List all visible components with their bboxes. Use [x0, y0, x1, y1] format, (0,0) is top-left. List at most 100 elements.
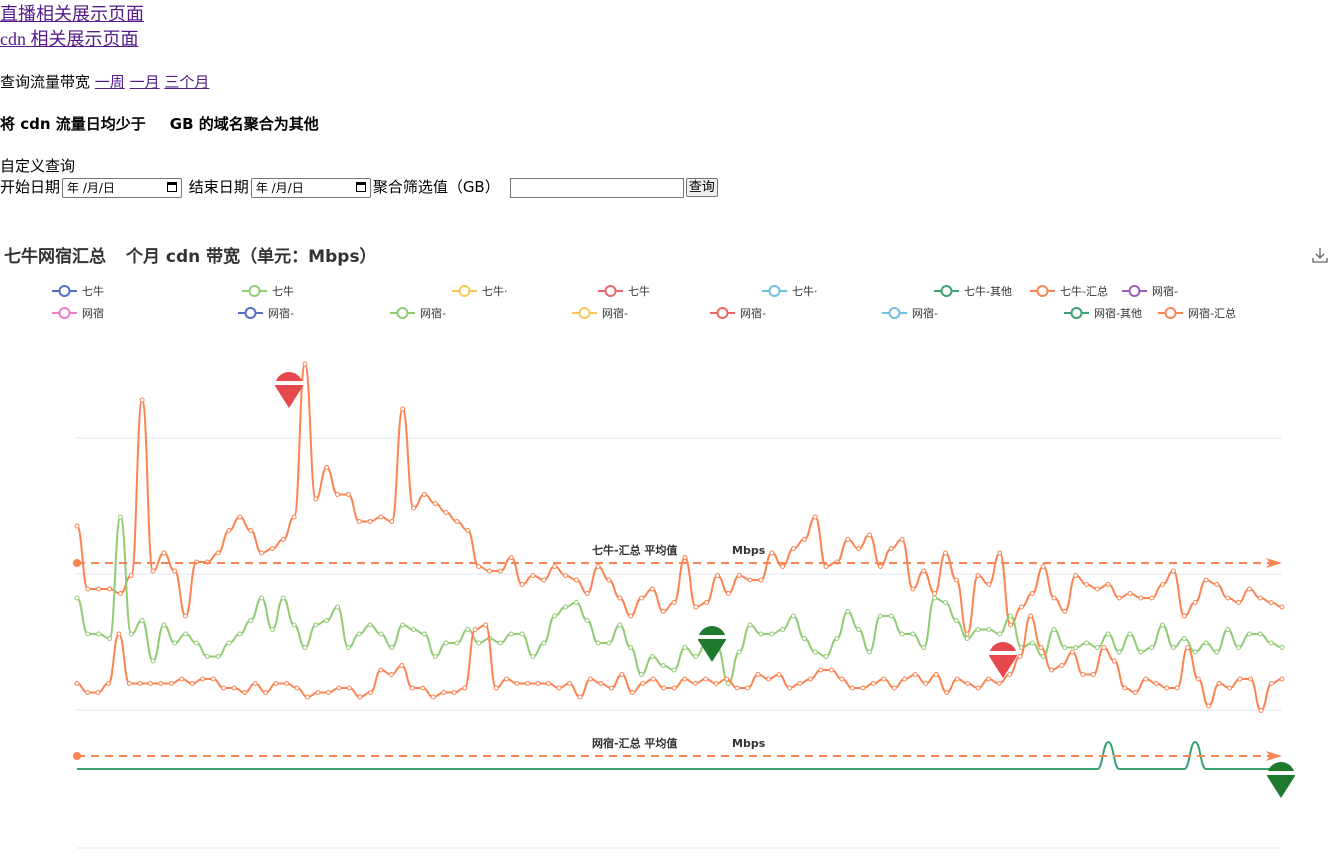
data-point	[1051, 627, 1057, 632]
legend-item[interactable]: 网宿-	[710, 306, 766, 320]
custom-query-form: 开始日期年 /月/日 结束日期年 /月/日 聚合筛选值（GB） 查询	[0, 177, 718, 198]
data-point	[1008, 613, 1014, 619]
data-point	[671, 685, 677, 691]
data-point	[933, 672, 939, 677]
data-point	[996, 681, 1002, 686]
data-point	[639, 595, 645, 601]
data-point	[1246, 631, 1252, 637]
average-markline: 七牛-汇总 平均值 Mbps	[73, 543, 1282, 568]
data-point	[899, 631, 905, 637]
data-point	[801, 537, 807, 542]
data-point	[193, 640, 199, 646]
range-three-months-link[interactable]: 三个月	[164, 73, 210, 91]
range-week-link[interactable]: 一周	[94, 73, 125, 91]
data-point	[128, 631, 134, 637]
legend-item[interactable]: 网宿-	[1122, 284, 1178, 298]
legend-item[interactable]: 网宿-	[238, 306, 294, 320]
data-point	[1181, 613, 1187, 619]
legend-item[interactable]: 七牛	[52, 284, 104, 298]
data-point	[74, 681, 80, 686]
data-point	[1246, 586, 1252, 592]
range-month-link[interactable]: 一月	[129, 73, 160, 91]
data-point	[150, 658, 156, 664]
svg-text:七牛: 七牛	[628, 284, 650, 298]
data-point	[954, 676, 960, 682]
average-markline: 网宿-汇总 平均值 Mbps	[73, 736, 1282, 761]
legend-item[interactable]: 七牛-汇总	[1030, 284, 1108, 298]
data-point	[577, 694, 583, 700]
legend-item[interactable]: 七牛	[598, 284, 650, 298]
data-point	[487, 568, 493, 574]
data-point	[1101, 645, 1107, 650]
legend-item[interactable]: 网宿-其他	[1064, 306, 1142, 320]
data-point	[606, 640, 612, 646]
data-point	[1051, 595, 1057, 601]
download-icon[interactable]	[1311, 246, 1329, 264]
data-point	[248, 528, 254, 533]
data-point	[324, 618, 330, 623]
data-point	[888, 613, 894, 619]
data-point	[845, 609, 851, 614]
data-point	[734, 685, 740, 691]
live-page-link[interactable]: 直播相关展示页面	[0, 4, 144, 24]
data-point	[725, 681, 731, 686]
data-point	[1216, 681, 1222, 686]
data-point	[823, 654, 829, 659]
svg-text:七牛·: 七牛·	[482, 284, 508, 298]
legend-item[interactable]: 网宿-汇总	[1158, 306, 1236, 320]
data-point	[454, 519, 460, 524]
series-七牛-汇总	[74, 361, 1285, 637]
end-date-input[interactable]: 年 /月/日	[250, 177, 371, 198]
legend-item[interactable]: 网宿	[52, 306, 104, 320]
svg-text:网宿: 网宿	[82, 306, 104, 320]
data-point	[790, 613, 796, 619]
data-point	[671, 667, 677, 673]
data-point	[932, 591, 938, 596]
legend-item[interactable]: 七牛·	[762, 284, 818, 298]
data-point	[921, 568, 927, 574]
data-point	[649, 654, 655, 659]
data-point	[1143, 676, 1149, 682]
query-button[interactable]: 查询	[685, 178, 718, 197]
legend-item[interactable]: 七牛	[242, 284, 294, 298]
data-point	[389, 519, 395, 524]
start-date-input[interactable]: 年 /月/日	[62, 177, 183, 198]
data-point	[812, 649, 818, 655]
data-point	[1181, 636, 1187, 641]
threshold-input[interactable]	[509, 177, 684, 198]
data-point	[682, 645, 688, 650]
end-date-label: 结束日期	[188, 178, 249, 196]
bandwidth-chart: 七牛 七牛 七牛· 七牛 七牛· 七牛-其他 七牛-汇总 网宿-网宿 网宿- 网宿- 网宿- 网宿- 网…	[52, 284, 1295, 849]
data-point	[105, 681, 111, 686]
data-point	[508, 555, 514, 560]
data-point	[780, 564, 786, 569]
data-point	[1073, 573, 1079, 578]
data-point	[1029, 640, 1035, 646]
data-point	[280, 537, 286, 542]
data-point	[378, 667, 384, 673]
legend-item[interactable]: 网宿-	[572, 306, 628, 320]
data-point	[1116, 649, 1122, 655]
data-point	[443, 510, 449, 515]
data-point	[818, 667, 824, 673]
data-point	[252, 681, 258, 686]
data-point	[356, 631, 362, 637]
cdn-page-link[interactable]: cdn 相关展示页面	[0, 29, 139, 49]
data-point	[345, 492, 351, 497]
legend-item[interactable]: 七牛-其他	[934, 284, 1012, 298]
data-point	[617, 595, 623, 601]
data-point	[356, 519, 362, 524]
data-point	[1257, 595, 1263, 601]
data-point	[693, 654, 699, 659]
data-point	[639, 672, 645, 677]
legend-item[interactable]: 网宿-	[390, 306, 446, 320]
data-point	[1105, 631, 1111, 637]
data-point	[1206, 703, 1212, 709]
legend-item[interactable]: 七牛·	[452, 284, 508, 298]
data-point	[126, 681, 132, 686]
data-point	[117, 591, 123, 596]
data-point	[1269, 681, 1275, 686]
data-point	[1268, 600, 1274, 605]
data-point	[587, 676, 593, 682]
legend-item[interactable]: 网宿-	[882, 306, 938, 320]
